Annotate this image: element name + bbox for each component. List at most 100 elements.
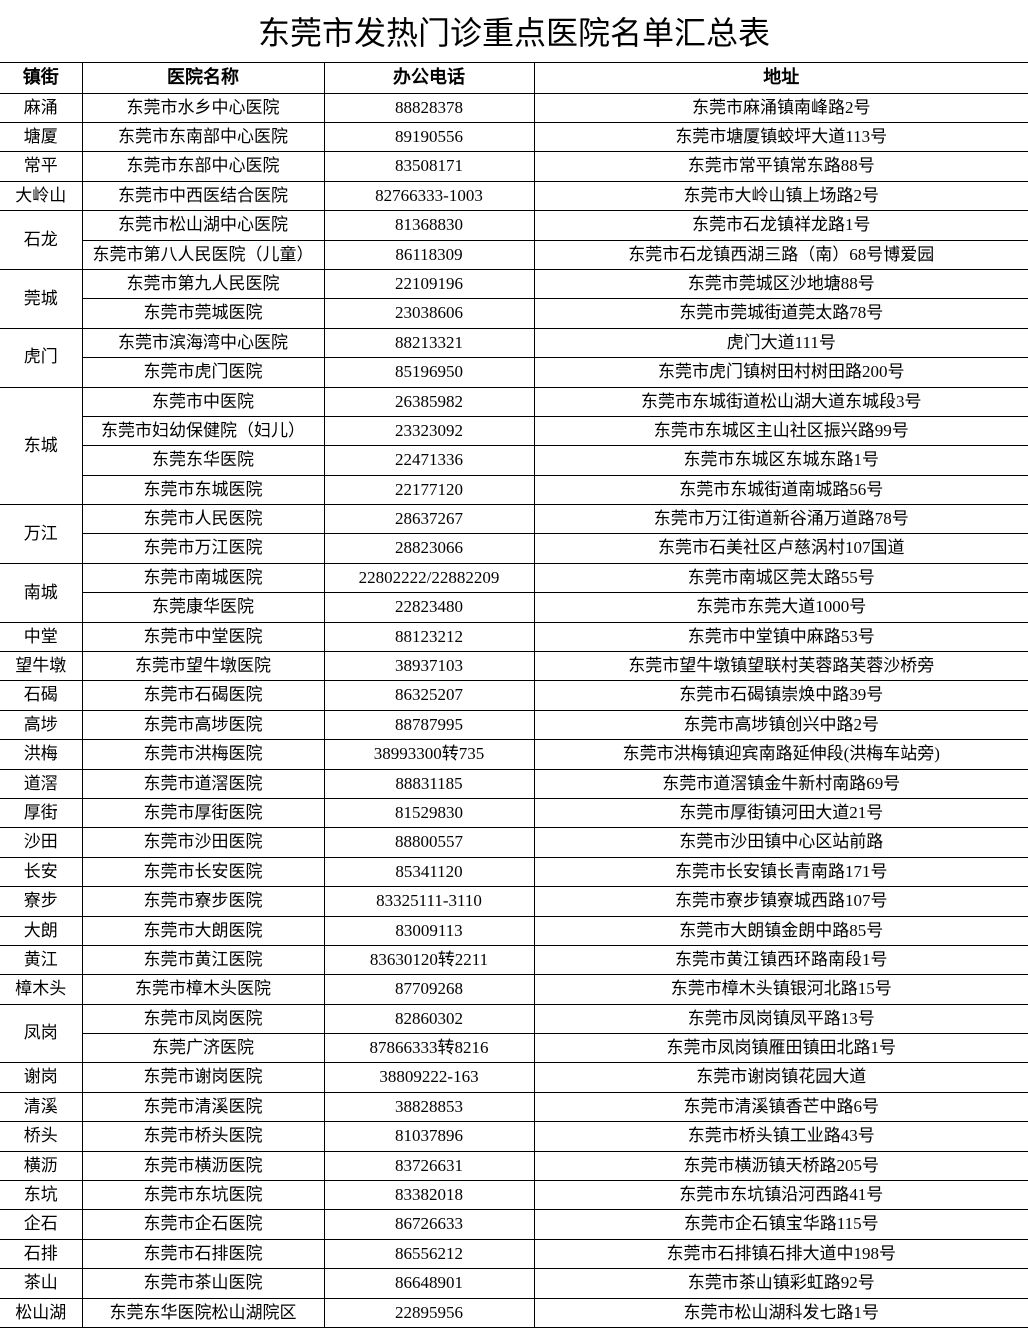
table-row: 东城东莞市中医院26385982东莞市东城街道松山湖大道东城段3号 xyxy=(0,387,1028,416)
cell-address: 东莞市桥头镇工业路43号 xyxy=(534,1122,1028,1151)
table-row: 石碣东莞市石碣医院86325207东莞市石碣镇崇焕中路39号 xyxy=(0,681,1028,710)
cell-town: 沙田 xyxy=(0,828,82,857)
cell-address: 东莞市沙田镇中心区站前路 xyxy=(534,828,1028,857)
cell-address: 东莞市东城区主山社区振兴路99号 xyxy=(534,416,1028,445)
cell-town: 大岭山 xyxy=(0,181,82,210)
cell-phone: 85341120 xyxy=(324,857,534,886)
cell-hospital: 东莞市东部中心医院 xyxy=(82,152,324,181)
cell-phone: 88800557 xyxy=(324,828,534,857)
cell-hospital: 东莞市水乡中心医院 xyxy=(82,93,324,122)
cell-hospital: 东莞市寮步医院 xyxy=(82,887,324,916)
cell-address: 东莞市望牛墩镇望联村芙蓉路芙蓉沙桥旁 xyxy=(534,652,1028,681)
cell-hospital: 东莞市妇幼保健院（妇儿） xyxy=(82,416,324,445)
table-row: 大岭山东莞市中西医结合医院82766333-1003东莞市大岭山镇上场路2号 xyxy=(0,181,1028,210)
table-row: 东莞广济医院87866333转8216东莞市凤岗镇雁田镇田北路1号 xyxy=(0,1034,1028,1063)
table-row: 东莞市万江医院28823066东莞市石美社区卢慈涡村107国道 xyxy=(0,534,1028,563)
cell-hospital: 东莞市沙田医院 xyxy=(82,828,324,857)
cell-hospital: 东莞东华医院松山湖院区 xyxy=(82,1298,324,1327)
col-header-phone: 办公电话 xyxy=(324,63,534,93)
cell-phone: 38809222-163 xyxy=(324,1063,534,1092)
col-header-town: 镇街 xyxy=(0,63,82,93)
cell-hospital: 东莞市樟木头医院 xyxy=(82,975,324,1004)
cell-town: 道滘 xyxy=(0,769,82,798)
col-header-hospital: 医院名称 xyxy=(82,63,324,93)
table-row: 沙田东莞市沙田医院88800557东莞市沙田镇中心区站前路 xyxy=(0,828,1028,857)
cell-town: 樟木头 xyxy=(0,975,82,1004)
cell-address: 东莞市虎门镇树田村树田路200号 xyxy=(534,358,1028,387)
cell-phone: 83382018 xyxy=(324,1181,534,1210)
cell-town: 麻涌 xyxy=(0,93,82,122)
cell-town: 谢岗 xyxy=(0,1063,82,1092)
cell-address: 东莞市石美社区卢慈涡村107国道 xyxy=(534,534,1028,563)
cell-town: 桥头 xyxy=(0,1122,82,1151)
cell-phone: 81368830 xyxy=(324,211,534,240)
cell-town: 虎门 xyxy=(0,328,82,387)
cell-hospital: 东莞市东城医院 xyxy=(82,475,324,504)
cell-phone: 38828853 xyxy=(324,1092,534,1121)
table-row: 莞城东莞市第九人民医院22109196东莞市莞城区沙地塘88号 xyxy=(0,269,1028,298)
cell-hospital: 东莞康华医院 xyxy=(82,593,324,622)
cell-phone: 83325111-3110 xyxy=(324,887,534,916)
cell-hospital: 东莞市石碣医院 xyxy=(82,681,324,710)
cell-town: 石排 xyxy=(0,1239,82,1268)
cell-town: 清溪 xyxy=(0,1092,82,1121)
cell-address: 东莞市石龙镇祥龙路1号 xyxy=(534,211,1028,240)
cell-phone: 86325207 xyxy=(324,681,534,710)
cell-address: 虎门大道111号 xyxy=(534,328,1028,357)
cell-address: 东莞市谢岗镇花园大道 xyxy=(534,1063,1028,1092)
cell-address: 东莞市万江街道新谷涌万道路78号 xyxy=(534,505,1028,534)
cell-phone: 28637267 xyxy=(324,505,534,534)
cell-hospital: 东莞市黄江医院 xyxy=(82,945,324,974)
cell-phone: 85196950 xyxy=(324,358,534,387)
table-row: 常平东莞市东部中心医院83508171东莞市常平镇常东路88号 xyxy=(0,152,1028,181)
cell-phone: 83508171 xyxy=(324,152,534,181)
table-row: 东莞东华医院22471336东莞市东城区东城东路1号 xyxy=(0,446,1028,475)
cell-town: 塘厦 xyxy=(0,122,82,151)
cell-address: 东莞市樟木头镇银河北路15号 xyxy=(534,975,1028,1004)
cell-phone: 88123212 xyxy=(324,622,534,651)
cell-town: 横沥 xyxy=(0,1151,82,1180)
cell-town: 黄江 xyxy=(0,945,82,974)
table-row: 松山湖东莞东华医院松山湖院区22895956东莞市松山湖科发七路1号 xyxy=(0,1298,1028,1327)
hospital-table: 镇街 医院名称 办公电话 地址 麻涌东莞市水乡中心医院88828378东莞市麻涌… xyxy=(0,63,1028,1328)
col-header-address: 地址 xyxy=(534,63,1028,93)
cell-phone: 22823480 xyxy=(324,593,534,622)
cell-phone: 23323092 xyxy=(324,416,534,445)
table-row: 东莞市莞城医院23038606东莞市莞城街道莞太路78号 xyxy=(0,299,1028,328)
cell-town: 南城 xyxy=(0,563,82,622)
cell-address: 东莞市麻涌镇南峰路2号 xyxy=(534,93,1028,122)
cell-address: 东莞市东城街道南城路56号 xyxy=(534,475,1028,504)
cell-hospital: 东莞市凤岗医院 xyxy=(82,1004,324,1033)
cell-hospital: 东莞市长安医院 xyxy=(82,857,324,886)
cell-phone: 87709268 xyxy=(324,975,534,1004)
cell-town: 石龙 xyxy=(0,211,82,270)
cell-address: 东莞市莞城区沙地塘88号 xyxy=(534,269,1028,298)
cell-town: 莞城 xyxy=(0,269,82,328)
cell-phone: 86556212 xyxy=(324,1239,534,1268)
cell-hospital: 东莞市桥头医院 xyxy=(82,1122,324,1151)
cell-town: 寮步 xyxy=(0,887,82,916)
cell-hospital: 东莞市南城医院 xyxy=(82,563,324,592)
cell-phone: 87866333转8216 xyxy=(324,1034,534,1063)
cell-address: 东莞市石碣镇崇焕中路39号 xyxy=(534,681,1028,710)
cell-address: 东莞市东城街道松山湖大道东城段3号 xyxy=(534,387,1028,416)
table-row: 道滘东莞市道滘医院88831185东莞市道滘镇金牛新村南路69号 xyxy=(0,769,1028,798)
cell-phone: 88828378 xyxy=(324,93,534,122)
cell-hospital: 东莞市谢岗医院 xyxy=(82,1063,324,1092)
cell-hospital: 东莞广济医院 xyxy=(82,1034,324,1063)
cell-address: 东莞市莞城街道莞太路78号 xyxy=(534,299,1028,328)
table-row: 万江东莞市人民医院28637267东莞市万江街道新谷涌万道路78号 xyxy=(0,505,1028,534)
cell-address: 东莞市清溪镇香芒中路6号 xyxy=(534,1092,1028,1121)
table-row: 麻涌东莞市水乡中心医院88828378东莞市麻涌镇南峰路2号 xyxy=(0,93,1028,122)
header-row: 镇街 医院名称 办公电话 地址 xyxy=(0,63,1028,93)
cell-hospital: 东莞市东南部中心医院 xyxy=(82,122,324,151)
table-row: 寮步东莞市寮步医院83325111-3110东莞市寮步镇寮城西路107号 xyxy=(0,887,1028,916)
table-row: 黄江东莞市黄江医院83630120转2211东莞市黄江镇西环路南段1号 xyxy=(0,945,1028,974)
table-row: 清溪东莞市清溪医院38828853东莞市清溪镇香芒中路6号 xyxy=(0,1092,1028,1121)
cell-hospital: 东莞市厚街医院 xyxy=(82,798,324,827)
cell-hospital: 东莞市滨海湾中心医院 xyxy=(82,328,324,357)
table-row: 企石东莞市企石医院86726633东莞市企石镇宝华路115号 xyxy=(0,1210,1028,1239)
cell-hospital: 东莞市望牛墩医院 xyxy=(82,652,324,681)
cell-phone: 22895956 xyxy=(324,1298,534,1327)
cell-town: 望牛墩 xyxy=(0,652,82,681)
